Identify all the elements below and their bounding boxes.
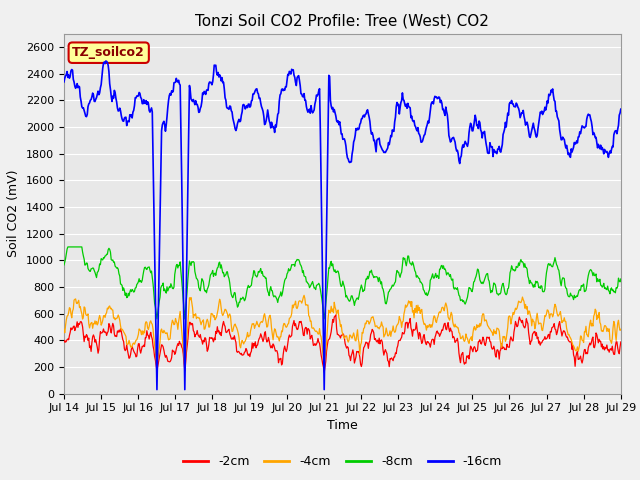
Text: TZ_soilco2: TZ_soilco2 bbox=[72, 46, 145, 59]
Legend: -2cm, -4cm, -8cm, -16cm: -2cm, -4cm, -8cm, -16cm bbox=[178, 450, 507, 473]
X-axis label: Time: Time bbox=[327, 419, 358, 432]
Title: Tonzi Soil CO2 Profile: Tree (West) CO2: Tonzi Soil CO2 Profile: Tree (West) CO2 bbox=[195, 13, 490, 28]
Y-axis label: Soil CO2 (mV): Soil CO2 (mV) bbox=[8, 170, 20, 257]
